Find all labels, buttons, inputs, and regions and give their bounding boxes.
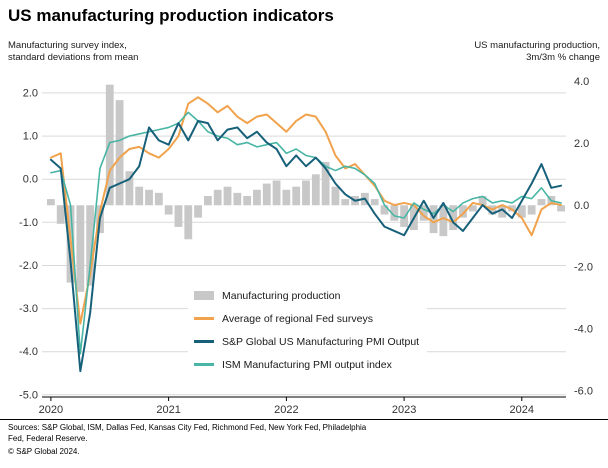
line-sp-global-pmi xyxy=(49,119,563,373)
x-axis-tick-labels: 2020 2021 2022 2023 2024 xyxy=(39,397,534,416)
legend-item-fed-surveys: Average of regional Fed surveys xyxy=(194,307,419,330)
sources-text: Sources: S&P Global, ISM, Dallas Fed, Ka… xyxy=(8,423,366,444)
svg-text:2.0: 2.0 xyxy=(574,138,589,150)
left-axis-title-line2: standard deviations from mean xyxy=(8,52,139,63)
legend-item-sp-global-pmi: S&P Global US Manufacturing PMI Output xyxy=(194,330,419,353)
line-swatch-icon xyxy=(194,340,214,343)
legend-item-manufacturing-production: Manufacturing production xyxy=(194,284,419,307)
right-axis-tick-labels: 4.0 2.0 0.0 -2.0 -4.0 -6.0 xyxy=(574,76,593,397)
legend-label: Average of regional Fed surveys xyxy=(222,312,373,325)
right-axis-title: US manufacturing production, 3m/3m % cha… xyxy=(474,40,600,64)
svg-text:-5.0: -5.0 xyxy=(19,389,38,401)
right-axis-title-line2: 3m/3m % change xyxy=(526,52,600,63)
chart-legend: Manufacturing production Average of regi… xyxy=(188,282,428,378)
legend-item-ism-pmi: ISM Manufacturing PMI output index xyxy=(194,353,419,376)
sources-line2: Fed, Federal Reserve. xyxy=(8,433,88,443)
svg-text:2024: 2024 xyxy=(510,404,534,416)
svg-text:2022: 2022 xyxy=(274,404,298,416)
svg-text:-2.0: -2.0 xyxy=(574,262,593,274)
line-swatch-icon xyxy=(194,363,214,366)
svg-text:2.0: 2.0 xyxy=(23,87,38,99)
left-axis-title-line1: Manufacturing survey index, xyxy=(8,40,127,51)
legend-label: S&P Global US Manufacturing PMI Output xyxy=(222,335,420,348)
svg-text:-4.0: -4.0 xyxy=(574,324,593,336)
svg-text:0.0: 0.0 xyxy=(574,200,589,212)
footer-divider xyxy=(0,419,608,420)
svg-text:4.0: 4.0 xyxy=(574,76,589,88)
svg-text:-4.0: -4.0 xyxy=(19,346,38,358)
svg-text:1.0: 1.0 xyxy=(23,131,38,143)
svg-text:2021: 2021 xyxy=(156,404,180,416)
chart-plot: 2.0 1.0 0.0 -1.0 -2.0 -3.0 -4.0 -5.0 4.0 2.0 0.0 -2… xyxy=(19,76,593,416)
svg-text:-3.0: -3.0 xyxy=(19,303,38,315)
svg-text:2023: 2023 xyxy=(392,404,416,416)
svg-text:2020: 2020 xyxy=(39,404,63,416)
svg-text:-1.0: -1.0 xyxy=(19,217,38,229)
line-fed-surveys xyxy=(49,96,563,325)
right-axis-title-line1: US manufacturing production, xyxy=(474,40,600,51)
copyright-text: © S&P Global 2024. xyxy=(8,447,80,456)
left-axis-tick-labels: 2.0 1.0 0.0 -1.0 -2.0 -3.0 -4.0 -5.0 xyxy=(19,87,38,401)
chart-title: US manufacturing production indicators xyxy=(8,6,334,25)
line-ism-pmi xyxy=(50,111,562,355)
svg-text:-2.0: -2.0 xyxy=(19,260,38,272)
svg-text:0.0: 0.0 xyxy=(23,174,38,186)
legend-label: Manufacturing production xyxy=(222,289,341,302)
left-axis-title: Manufacturing survey index, standard dev… xyxy=(8,40,138,64)
svg-text:-6.0: -6.0 xyxy=(574,385,593,397)
sources-line1: Sources: S&P Global, ISM, Dallas Fed, Ka… xyxy=(8,423,367,432)
legend-label: ISM Manufacturing PMI output index xyxy=(222,358,392,371)
bars-manufacturing-production xyxy=(47,84,565,292)
bar-swatch-icon xyxy=(194,291,214,300)
line-swatch-icon xyxy=(194,317,214,320)
